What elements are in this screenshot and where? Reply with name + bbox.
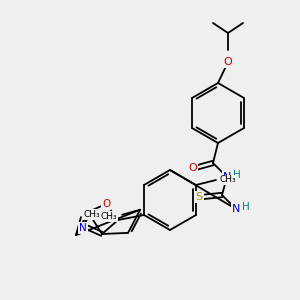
Text: O: O — [189, 163, 197, 173]
Text: H: H — [242, 202, 250, 212]
Text: S: S — [195, 192, 203, 202]
Text: N: N — [223, 172, 231, 182]
Text: H: H — [233, 170, 241, 180]
Text: N: N — [232, 204, 240, 214]
Text: CH₃: CH₃ — [220, 176, 237, 184]
Text: CH₃: CH₃ — [100, 212, 117, 221]
Text: O: O — [224, 57, 232, 67]
Text: O: O — [102, 199, 110, 209]
Text: CH₃: CH₃ — [84, 210, 101, 219]
Text: N: N — [79, 223, 87, 233]
